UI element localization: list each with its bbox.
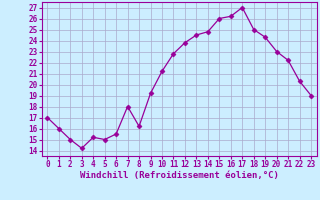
X-axis label: Windchill (Refroidissement éolien,°C): Windchill (Refroidissement éolien,°C) [80, 171, 279, 180]
